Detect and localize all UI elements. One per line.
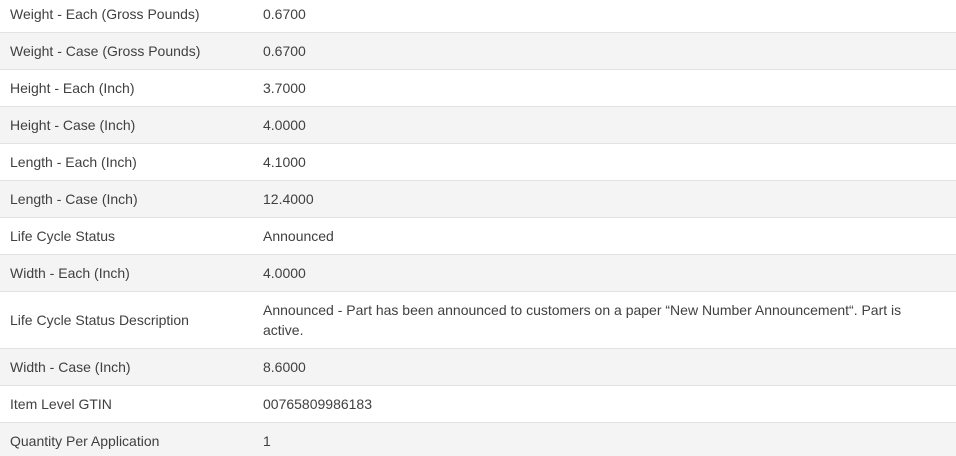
- attribute-value: 1: [263, 433, 271, 449]
- table-row: Height - Case (Inch) 4.0000: [0, 106, 956, 143]
- attribute-value: Announced - Part has been announced to c…: [263, 302, 902, 338]
- attribute-value: 00765809986183: [263, 396, 373, 412]
- attribute-label: Width - Case (Inch): [10, 359, 131, 375]
- attribute-value: 0.6700: [263, 6, 306, 22]
- attribute-label: Item Level GTIN: [10, 396, 112, 412]
- table-row: Weight - Case (Gross Pounds) 0.6700: [0, 32, 956, 69]
- attribute-value: 4.0000: [263, 265, 306, 281]
- table-row: Width - Case (Inch) 8.6000: [0, 348, 956, 385]
- attribute-label: Height - Each (Inch): [10, 80, 135, 96]
- attribute-label: Quantity Per Application: [10, 433, 160, 449]
- attribute-value: 12.4000: [263, 191, 314, 207]
- attribute-label: Width - Each (Inch): [10, 265, 130, 281]
- attribute-value: 0.6700: [263, 43, 306, 59]
- attribute-label: Length - Case (Inch): [10, 191, 138, 207]
- table-row: Length - Case (Inch) 12.4000: [0, 180, 956, 217]
- attribute-value: 8.6000: [263, 359, 306, 375]
- attribute-label: Height - Case (Inch): [10, 117, 136, 133]
- table-row: Length - Each (Inch) 4.1000: [0, 143, 956, 180]
- table-row: Life Cycle Status Description Announced -…: [0, 291, 956, 348]
- attribute-label: Weight - Each (Gross Pounds): [10, 6, 200, 22]
- table-row: Life Cycle Status Announced: [0, 217, 956, 254]
- attribute-label: Life Cycle Status: [10, 228, 116, 244]
- attribute-value: 4.0000: [263, 117, 306, 133]
- table-row: Quantity Per Application 1: [0, 422, 956, 456]
- table-row: Height - Each (Inch) 3.7000: [0, 69, 956, 106]
- table-row: Width - Each (Inch) 4.0000: [0, 254, 956, 291]
- table-row: Weight - Each (Gross Pounds) 0.6700: [0, 0, 956, 32]
- table-row: Item Level GTIN 00765809986183: [0, 385, 956, 422]
- attribute-label: Life Cycle Status Description: [10, 312, 189, 328]
- attribute-label: Length - Each (Inch): [10, 154, 137, 170]
- attribute-value: Announced: [263, 228, 334, 244]
- attribute-value: 4.1000: [263, 154, 306, 170]
- attribute-value: 3.7000: [263, 80, 306, 96]
- attribute-label: Weight - Case (Gross Pounds): [10, 43, 201, 59]
